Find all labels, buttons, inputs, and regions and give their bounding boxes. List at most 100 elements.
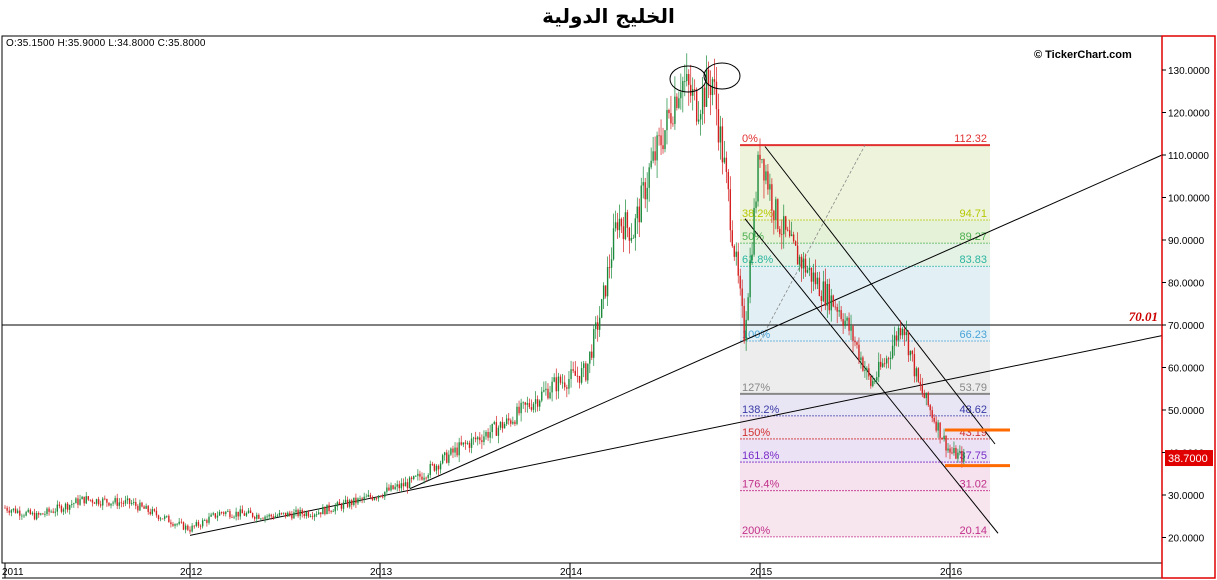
x-tick-label: 2011 — [2, 567, 24, 578]
candle-body — [10, 510, 13, 513]
candle-body — [836, 306, 838, 312]
candle-body — [21, 515, 23, 517]
candle-body — [620, 218, 623, 227]
candle-body — [925, 392, 927, 399]
candle-body — [883, 363, 886, 365]
candle-body — [396, 484, 398, 487]
fib-pct-label: 161.8% — [742, 450, 780, 462]
candle-body — [149, 511, 151, 515]
candle-body — [701, 87, 704, 115]
candle-body — [743, 305, 745, 341]
candle-body — [260, 518, 262, 520]
candle-body — [477, 437, 479, 440]
candle-body — [497, 427, 500, 436]
candle-body — [919, 381, 922, 386]
candle-body — [139, 502, 141, 511]
candle-body — [796, 245, 799, 265]
candle-body — [256, 514, 258, 519]
candle-body — [729, 189, 732, 231]
candle-body — [844, 320, 846, 326]
candle-body — [54, 511, 56, 513]
candle-body — [336, 502, 339, 507]
candle-body — [159, 518, 162, 520]
candle-body — [684, 81, 686, 82]
candle-body — [367, 494, 369, 497]
candle-body — [83, 496, 85, 504]
candle-body — [143, 506, 145, 509]
x-tick-label: 2015 — [750, 567, 773, 578]
candle-body — [798, 256, 801, 265]
candle-body — [212, 513, 214, 515]
candle-body — [373, 498, 376, 500]
candle-body — [695, 89, 698, 122]
candle-body — [622, 226, 625, 240]
candle-body — [495, 422, 498, 436]
candle-body — [913, 354, 916, 377]
candle-body — [686, 73, 688, 82]
candle-body — [349, 500, 351, 507]
candle-body — [340, 504, 343, 509]
candle-body — [598, 317, 601, 330]
candle-body — [658, 135, 660, 137]
channel-lower — [744, 218, 999, 534]
candle-body — [779, 228, 781, 235]
candle-body — [431, 464, 434, 465]
candle-body — [417, 473, 419, 476]
candle-body — [826, 284, 828, 306]
candle-body — [670, 113, 672, 124]
candle-body — [410, 477, 413, 480]
candle-body — [245, 513, 248, 516]
candle-body — [35, 512, 38, 520]
candle-body — [961, 451, 963, 462]
candle-body — [848, 317, 850, 331]
candle-body — [468, 442, 471, 448]
candle-body — [95, 499, 98, 504]
fib-zone — [740, 266, 990, 342]
candle-body — [549, 392, 551, 399]
candle-body — [765, 171, 767, 181]
candle-body — [852, 326, 854, 341]
candle-body — [636, 206, 638, 219]
candle-body — [182, 522, 185, 530]
candle-body — [272, 516, 274, 518]
candle-body — [25, 511, 27, 516]
candle-body — [568, 378, 570, 389]
candle-body — [921, 385, 923, 394]
candle-body — [357, 498, 359, 504]
candle-body — [616, 222, 619, 231]
candle-body — [145, 505, 147, 509]
candle-body — [806, 270, 809, 273]
candle-body — [91, 499, 94, 503]
candle-body — [897, 327, 900, 341]
candle-body — [85, 496, 87, 504]
candle-body — [624, 212, 627, 240]
candle-body — [850, 326, 852, 331]
candle-body — [882, 363, 884, 367]
candle-body — [551, 381, 553, 393]
candle-body — [104, 498, 106, 500]
candle-body — [854, 340, 856, 343]
candle-body — [386, 487, 388, 492]
candle-body — [69, 504, 71, 510]
fib-zone — [740, 243, 990, 267]
candle-body — [441, 455, 444, 464]
x-tick-label: 2016 — [940, 567, 963, 578]
candle-body — [454, 447, 456, 453]
candle-body — [404, 482, 407, 487]
candle-body — [191, 525, 193, 532]
candle-body — [516, 406, 518, 424]
candle-body — [27, 509, 29, 512]
candle-body — [187, 525, 189, 530]
price-candles — [4, 53, 965, 534]
candle-body — [585, 363, 587, 381]
candle-body — [715, 81, 718, 110]
candle-body — [81, 496, 83, 500]
candle-body — [419, 473, 421, 477]
candle-body — [99, 504, 102, 506]
candle-body — [423, 477, 425, 480]
y-tick-label: 90.0000 — [1168, 236, 1205, 247]
candle-body — [802, 258, 805, 269]
candle-body — [408, 477, 411, 489]
candle-body — [870, 376, 872, 387]
